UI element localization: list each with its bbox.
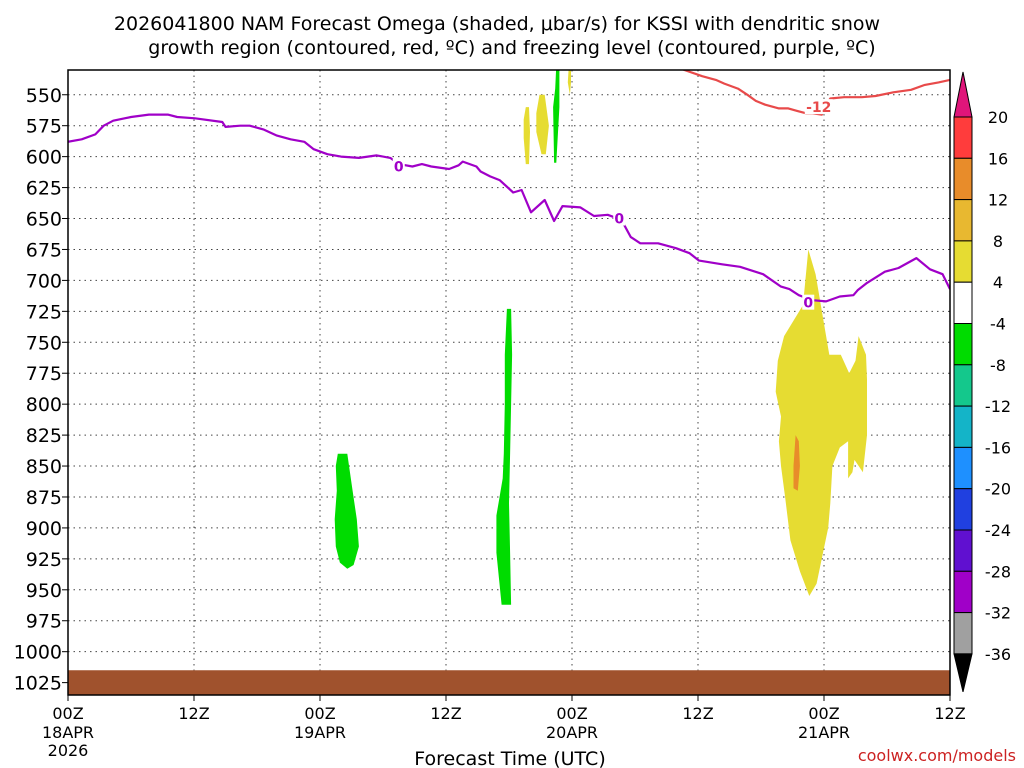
contours: 0 0 0 -12 [68, 70, 950, 312]
chart-title-line1: 2026041800 NAM Forecast Omega (shaded, μ… [114, 13, 880, 35]
colorbar-swatch [953, 323, 973, 366]
omega-shade-region [553, 70, 560, 163]
y-tick-label: 725 [26, 301, 62, 323]
colorbar-under-triangle [953, 653, 973, 693]
colorbar-swatch [953, 116, 973, 159]
x-axis-label: Forecast Time (UTC) [414, 748, 605, 768]
colorbar-over-triangle [953, 71, 973, 118]
x-tick-label: 12Z [934, 704, 965, 723]
colorbar-swatch [953, 157, 973, 201]
y-tick-label: 675 [26, 239, 62, 261]
x-tick-label: 00Z [808, 704, 839, 723]
x-tick-label: 00Z [52, 704, 83, 723]
plot-frame [67, 69, 951, 696]
surface-terrain [68, 670, 950, 695]
y-tick-label: 950 [26, 580, 62, 602]
colorbar-tick-label: 16 [988, 149, 1008, 168]
colorbar-swatch [953, 446, 973, 490]
y-tick-label: 550 [26, 85, 62, 107]
x-tick-label: 20APR [546, 723, 598, 742]
colorbar-tick-label: -32 [985, 604, 1011, 623]
omega-shade-region [334, 453, 359, 569]
colorbar-tick-label: 4 [993, 273, 1003, 292]
omega-shade-region [496, 308, 513, 605]
freezing-level-label: 0 [614, 212, 624, 228]
colorbar-swatch [953, 529, 973, 572]
colorbar-tick-label: 20 [988, 108, 1008, 127]
x-tick-label: 00Z [556, 704, 587, 723]
colorbar-tick-label: -36 [985, 645, 1011, 664]
colorbar-tick-label: 12 [988, 191, 1008, 210]
omega-shade-region [523, 107, 530, 165]
colorbar-tick-label: -20 [985, 480, 1011, 499]
x-tick-label: 2026 [48, 741, 89, 760]
y-tick-label: 1000 [14, 642, 62, 664]
colorbar-swatch [953, 405, 973, 448]
dgz-isotherm-label: -12 [806, 100, 831, 116]
y-tick-label: 625 [26, 178, 62, 200]
y-tick-label: 850 [26, 456, 62, 478]
colorbar-swatch [953, 199, 973, 242]
y-tick-label: 600 [26, 147, 62, 169]
omega-shade-region [567, 70, 571, 95]
omega-shade-region [775, 249, 867, 596]
colorbar-swatch [953, 488, 973, 531]
x-tick-label: 12Z [430, 704, 461, 723]
freezing-level-label-bg [613, 210, 626, 226]
y-tick-label: 1025 [14, 673, 62, 695]
y-tick-label: 975 [26, 611, 62, 633]
colorbar-tick-label: 8 [993, 232, 1003, 251]
x-tick-label: 12Z [178, 704, 209, 723]
y-tick-label: 900 [26, 518, 62, 540]
y-tick-label: 700 [26, 270, 62, 292]
colorbar-swatch [953, 240, 973, 283]
y-tick-label: 800 [26, 394, 62, 416]
colorbar-tick-label: -8 [990, 356, 1006, 375]
y-tick-label: 875 [26, 487, 62, 509]
surface-fill [68, 670, 950, 695]
colorbar-legend: 20 16 12 8 4 -4 -8 -12 -16 -20 -24 -28 -32 -36 [953, 71, 1011, 693]
colorbar-tick-label: -28 [985, 562, 1011, 581]
colorbar-tick-label: -24 [985, 521, 1011, 540]
y-tick-label: 825 [26, 425, 62, 447]
credit-text: coolwx.com/models [858, 746, 1016, 765]
dgz-isotherm-label-bg [804, 99, 833, 115]
x-tick-label: 19APR [294, 723, 346, 742]
x-tick-label: 00Z [304, 704, 335, 723]
colorbar-swatch [953, 612, 973, 655]
colorbar-swatch [953, 364, 973, 407]
y-tick-label: 775 [26, 363, 62, 385]
x-tick-label: 12Z [682, 704, 713, 723]
chart-title-line2: growth region (contoured, red, ºC) and f… [148, 37, 875, 59]
freezing-level-label-bg [392, 158, 405, 174]
colorbar-tick-label: -16 [985, 438, 1011, 457]
omega-shade-region [793, 435, 800, 491]
y-tick-label: 750 [26, 332, 62, 354]
y-tick-label: 650 [26, 209, 62, 231]
omega-shade-region [536, 94, 549, 155]
x-tick-label: 18APR [42, 723, 94, 742]
omega-shading [334, 70, 867, 605]
freezing-level-label-bg [802, 294, 815, 310]
freezing-level-label: 0 [803, 296, 813, 312]
colorbar-tick-label: -4 [990, 315, 1006, 334]
y-tick-label: 925 [26, 549, 62, 571]
colorbar-tick-label: -12 [985, 397, 1011, 416]
colorbar-swatch [953, 570, 973, 614]
y-tick-label: 575 [26, 116, 62, 138]
colorbar-swatch [953, 281, 973, 325]
y-axis: 550 575 600 625 650 675 700 725 750 775 800 825 850 8… [14, 85, 68, 695]
freezing-level-label: 0 [394, 160, 404, 176]
x-tick-label: 21APR [798, 723, 850, 742]
